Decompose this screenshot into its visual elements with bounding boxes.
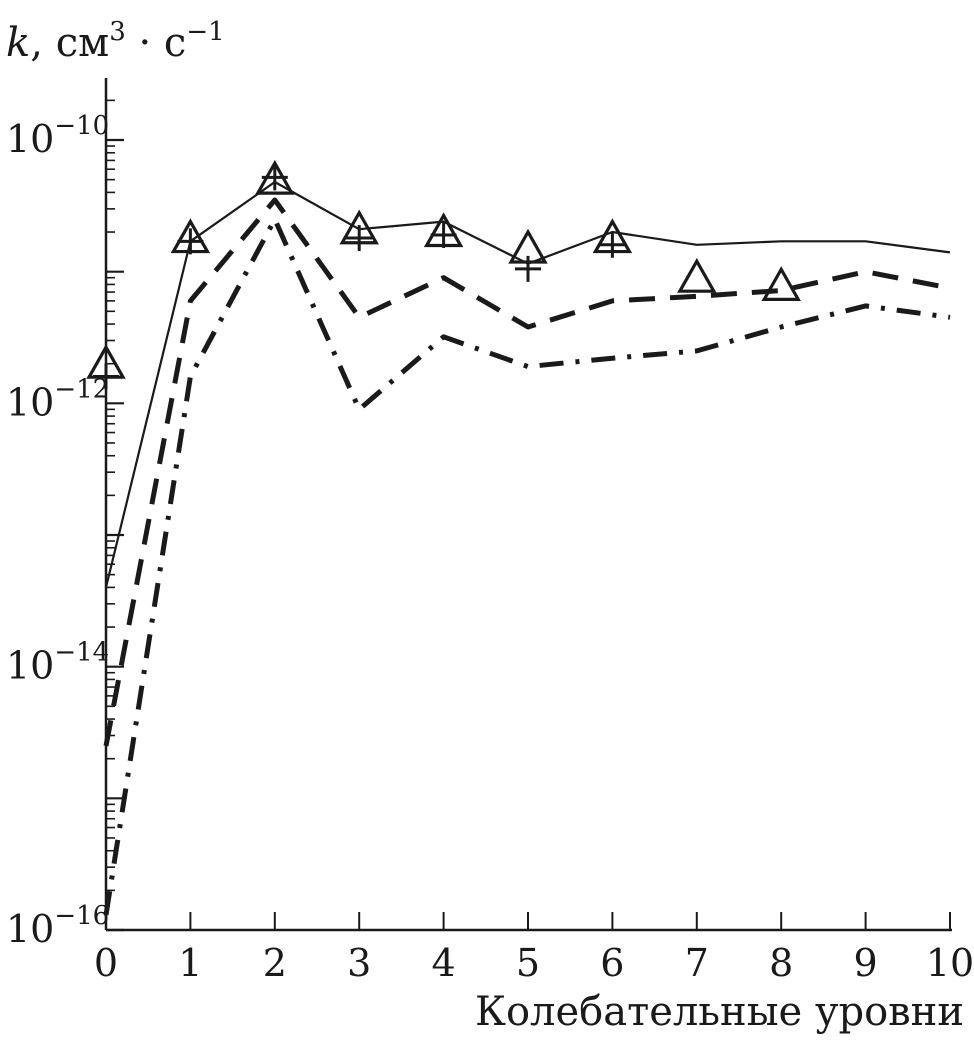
y-axis-label-cm-exponent: 3 (109, 17, 126, 47)
y-tick-label-base: 10 (6, 907, 54, 951)
y-tick-label-base: 10 (6, 380, 54, 424)
y-tick-label-base: 10 (6, 117, 54, 161)
x-tick-label: 10 (926, 941, 974, 985)
x-axis-ticks (105, 912, 951, 930)
y-tick-label: 10−12 (6, 374, 109, 424)
series-line-solid (104, 180, 951, 588)
y-axis-label-variable: k (6, 20, 30, 66)
y-tick-label: 10−16 (6, 901, 109, 951)
y-axis-label-cm: см (56, 20, 110, 66)
triangle-marker (761, 266, 801, 301)
y-axis-label-dot: · (126, 20, 164, 66)
x-tick-label: 1 (178, 941, 202, 985)
plus-marker (430, 221, 457, 248)
plus-marker (515, 255, 541, 282)
x-tick-label: 3 (347, 941, 371, 985)
y-tick-label-base: 10 (6, 644, 54, 688)
x-tick-label: 8 (769, 941, 793, 985)
series-line-dashed (103, 197, 951, 747)
plus-marker (346, 225, 373, 252)
y-axis-label: k, см3 · с−1 (6, 17, 225, 66)
plus-marker (261, 164, 288, 191)
triangle-marker (677, 257, 717, 293)
y-tick-label: 10−10 (6, 111, 109, 161)
y-axis-label-s-exponent: −1 (186, 17, 224, 47)
y-axis-label-s: с (164, 20, 186, 66)
x-tick-label: 6 (600, 941, 624, 985)
y-axis-label-separator: , (30, 20, 55, 66)
y-tick-label-exponent: −16 (54, 901, 109, 931)
plus-marker (177, 228, 204, 255)
x-tick-label: 0 (94, 941, 118, 985)
x-tick-label: 4 (432, 941, 456, 985)
series-line-dash-dot (103, 216, 951, 916)
x-tick-label: 7 (685, 941, 709, 985)
x-tick-label: 2 (263, 941, 287, 985)
y-tick-label-exponent: −14 (54, 638, 109, 668)
x-tick-label: 9 (854, 941, 878, 985)
y-tick-label: 10−14 (6, 638, 109, 688)
x-axis-tick-labels: 0 1 2 3 4 5 6 7 8 9 10 (94, 941, 974, 985)
x-axis-label: Колебательные уровни (475, 989, 964, 1035)
y-tick-label-exponent: −10 (54, 111, 109, 141)
y-axis-minor-ticks (106, 99, 115, 892)
series-lines (103, 180, 951, 916)
x-tick-label: 5 (516, 941, 540, 985)
y-tick-label-exponent: −12 (54, 374, 109, 404)
series-markers (86, 159, 801, 390)
plus-marker (93, 363, 119, 390)
plus-marker (599, 231, 626, 258)
